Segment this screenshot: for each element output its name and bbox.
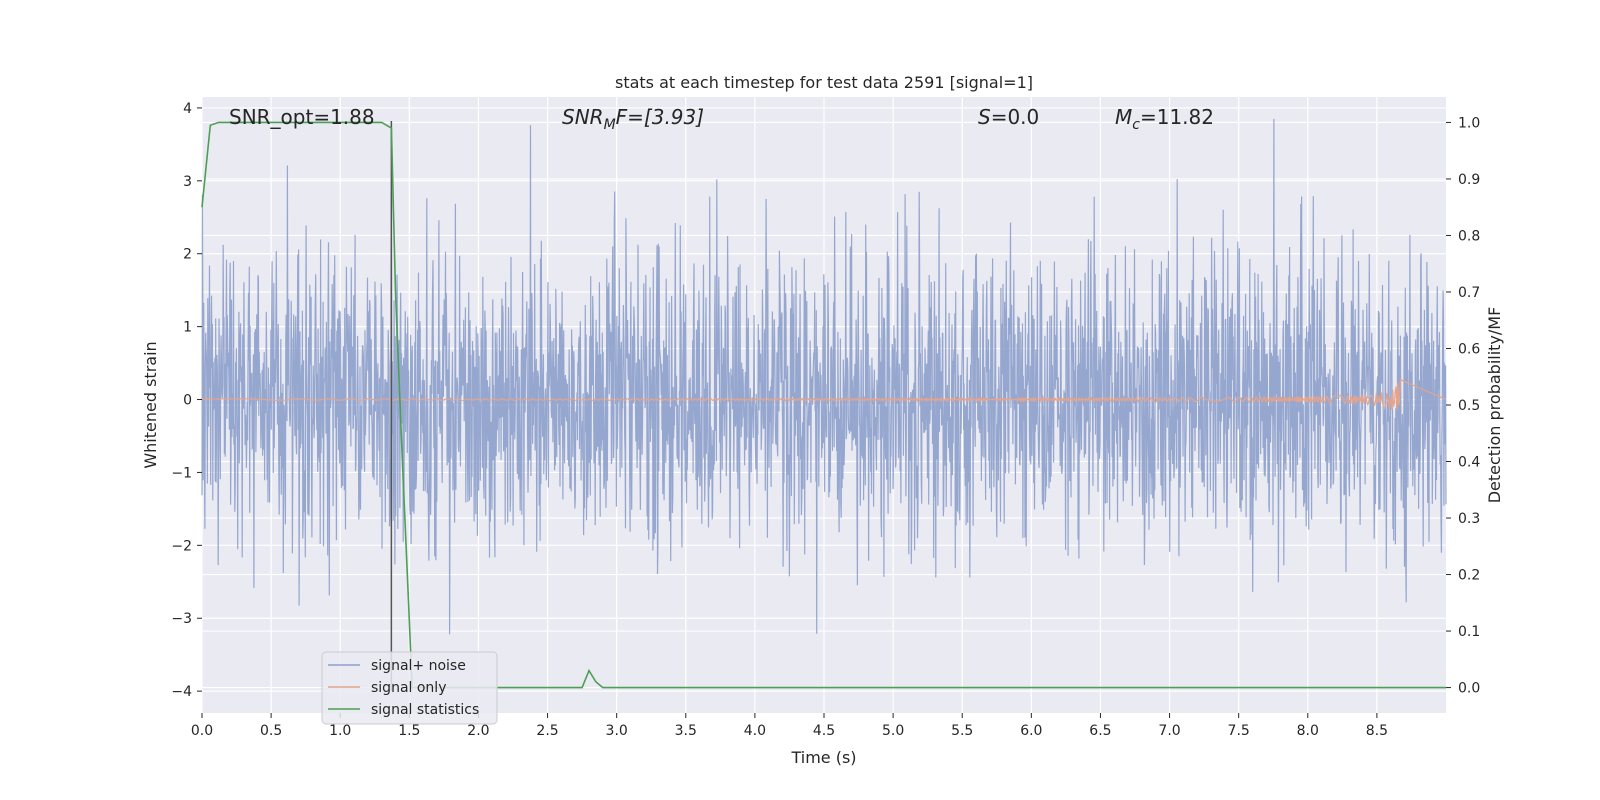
annotation-s-rest: =0.0 — [991, 105, 1040, 129]
x-tick-label: 2.5 — [536, 723, 558, 739]
x-tick-label: 0.0 — [191, 723, 213, 739]
y-right-tick-label: 0.6 — [1458, 341, 1480, 357]
annotation-snr-mf: SNRMF=[3.93] — [562, 105, 704, 133]
y-right-tick-label: 0.5 — [1458, 398, 1480, 414]
x-tick-label: 7.0 — [1158, 723, 1180, 739]
y-right-tick-label: 0.1 — [1458, 624, 1480, 640]
annotation-s: S=0.0 — [978, 105, 1039, 129]
y-left-tick-label: 0 — [183, 393, 192, 409]
x-tick-label: 5.0 — [882, 723, 904, 739]
annotation-snr-mf-base: SNR — [562, 105, 604, 129]
line-signal-noise — [201, 118, 1447, 635]
x-tick-label: 4.5 — [813, 723, 835, 739]
y-left-axis-label: Whitened strain — [141, 341, 160, 468]
y-left-tick-label: 2 — [183, 247, 192, 263]
x-tick-label: 8.0 — [1297, 723, 1319, 739]
x-tick-label: 1.0 — [329, 723, 351, 739]
annotation-mc-rest: =11.82 — [1140, 105, 1214, 129]
y-right-tick-label: 0.7 — [1458, 285, 1480, 301]
x-tick-label: 0.5 — [260, 723, 282, 739]
x-tick-label: 4.0 — [744, 723, 766, 739]
y-right-tick-label: 0.8 — [1458, 228, 1480, 244]
legend-label-noise: signal+ noise — [371, 658, 466, 674]
annotation-snr-mf-rest: F=[3.93] — [616, 105, 704, 129]
x-tick-label: 1.5 — [398, 723, 420, 739]
y-left-tick-labels: −4 −3 −2 −1 0 1 2 3 4 — [171, 101, 202, 700]
y-right-tick-label: 1.0 — [1458, 115, 1480, 131]
y-left-tick-label: 3 — [183, 174, 192, 190]
x-tick-label: 2.0 — [467, 723, 489, 739]
y-right-tick-label: 0.2 — [1458, 568, 1480, 584]
legend-label-stats: signal statistics — [371, 702, 479, 718]
y-left-tick-label: −4 — [171, 684, 192, 700]
annotation-snr-mf-sub: M — [604, 117, 616, 133]
y-left-tick-label: −3 — [171, 611, 192, 627]
annotation-mc-sub: c — [1132, 117, 1140, 133]
annotation-s-base: S — [978, 105, 991, 129]
annotation-snr-opt: SNR_opt=1.88 — [229, 105, 375, 129]
y-right-tick-label: 0.3 — [1458, 511, 1480, 527]
y-left-tick-label: 4 — [183, 101, 192, 117]
series-signal-noise — [201, 118, 1447, 635]
y-right-tick-label: 0.0 — [1458, 681, 1480, 697]
x-tick-label: 5.5 — [951, 723, 973, 739]
x-tick-label: 7.5 — [1228, 723, 1250, 739]
y-left-tick-label: 1 — [183, 320, 192, 336]
x-axis-label: Time (s) — [790, 748, 856, 767]
line-signal-only — [202, 378, 1447, 411]
x-tick-label: 8.5 — [1366, 723, 1388, 739]
annotation-mc: Mc=11.82 — [1115, 105, 1214, 133]
annotation-mc-base: M — [1115, 105, 1132, 129]
y-right-tick-label: 0.4 — [1458, 455, 1480, 471]
y-right-axis-label: Detection probability/MF — [1485, 307, 1504, 504]
y-right-tick-labels: 0.0 0.1 0.2 0.3 0.4 0.5 0.6 0.7 0.8 0.9 1.0 — [1446, 115, 1480, 697]
legend: signal+ noise signal only signal statist… — [321, 651, 498, 725]
legend-box — [321, 651, 498, 725]
x-tick-label: 6.5 — [1089, 723, 1111, 739]
x-tick-labels: 0.0 0.5 1.0 1.5 2.0 2.5 3.0 3.5 4.0 4.5 5.0 5.5 6.0 6… — [191, 713, 1388, 739]
x-tick-label: 3.5 — [675, 723, 697, 739]
series-signal-only — [202, 378, 1447, 411]
x-tick-label: 6.0 — [1020, 723, 1042, 739]
y-left-tick-label: −2 — [171, 538, 192, 554]
y-right-tick-label: 0.9 — [1458, 172, 1480, 188]
chart-title: stats at each timestep for test data 259… — [615, 73, 1033, 92]
y-left-tick-label: −1 — [171, 465, 192, 481]
x-tick-label: 3.0 — [606, 723, 628, 739]
legend-label-signal: signal only — [371, 680, 446, 696]
